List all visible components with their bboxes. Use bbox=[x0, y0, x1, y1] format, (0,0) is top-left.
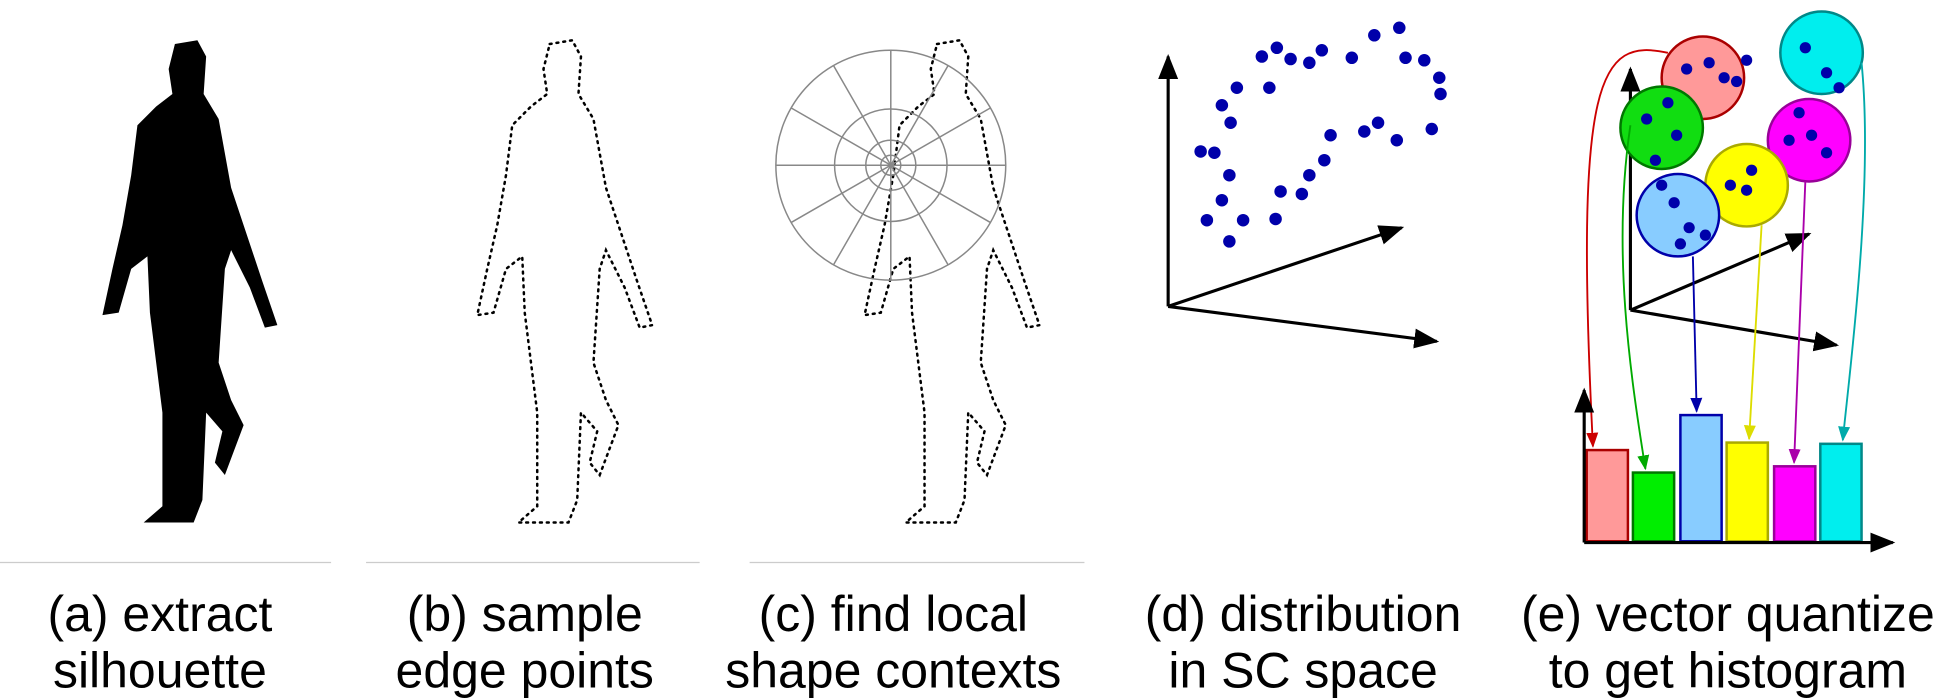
captions: (a) extract silhouette (b) sample edge p… bbox=[47, 586, 1934, 698]
caption: (e) vector quantize bbox=[1521, 586, 1935, 642]
silhouette bbox=[102, 40, 277, 522]
caption: silhouette bbox=[53, 642, 267, 698]
histogram-bars bbox=[1587, 415, 1862, 541]
caption: edge points bbox=[396, 642, 654, 698]
caption: (d) distribution bbox=[1145, 586, 1462, 642]
caption: (c) find local bbox=[759, 586, 1028, 642]
sc-points bbox=[1194, 22, 1446, 248]
page: (a) extract silhouette (b) sample edge p… bbox=[0, 0, 1959, 699]
caption: shape contexts bbox=[725, 642, 1061, 698]
edge-points bbox=[477, 40, 652, 522]
caption: to get histogram bbox=[1549, 642, 1907, 698]
polar-grid bbox=[776, 50, 1006, 280]
caption: (a) extract bbox=[47, 586, 272, 642]
caption: in SC space bbox=[1168, 642, 1437, 698]
figure: (a) extract silhouette (b) sample edge p… bbox=[0, 0, 1959, 699]
caption: (b) sample bbox=[407, 586, 643, 642]
clusters bbox=[1620, 12, 1862, 257]
